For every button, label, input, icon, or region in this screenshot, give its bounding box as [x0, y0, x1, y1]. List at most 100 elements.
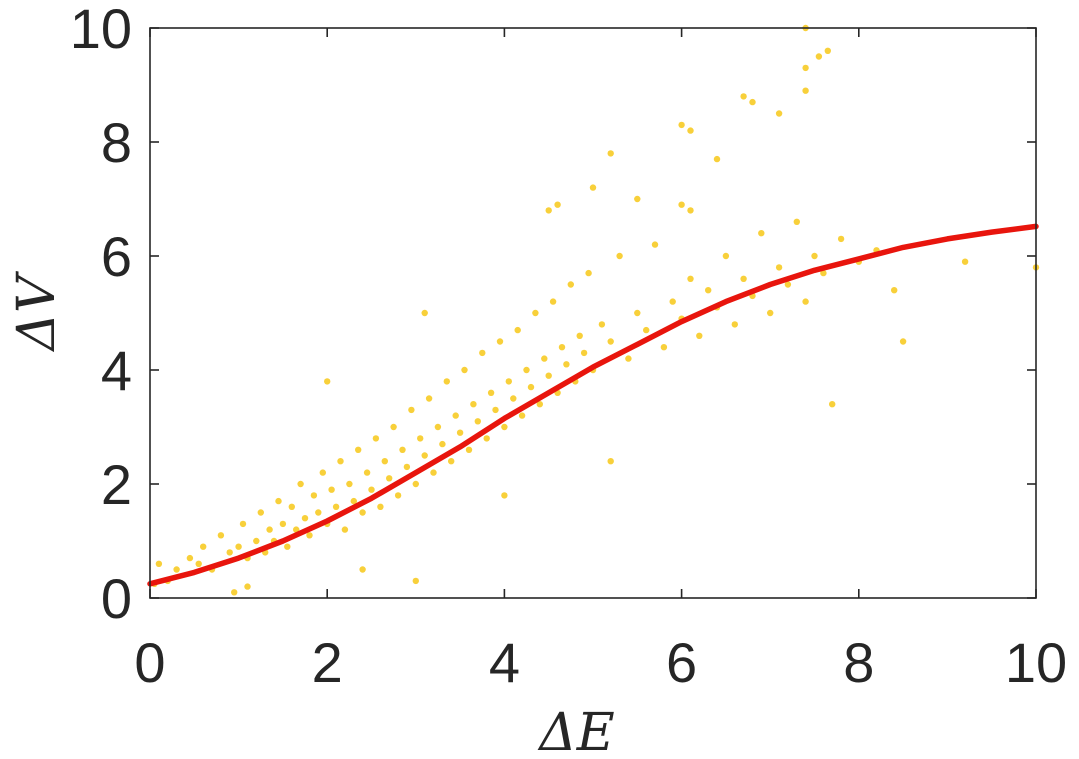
data-point [386, 475, 393, 482]
data-point [510, 395, 517, 402]
data-point [802, 87, 809, 94]
data-point [332, 503, 340, 510]
data-point [328, 486, 335, 493]
y-tick-labels: 0 2 4 6 8 10 [70, 0, 132, 630]
data-point [775, 110, 783, 117]
data-point [891, 287, 898, 294]
data-point [372, 435, 380, 442]
data-point [155, 560, 163, 567]
y-tick-label: 8 [101, 111, 132, 174]
data-point [315, 509, 322, 516]
data-point [678, 201, 685, 208]
data-point [496, 338, 504, 345]
data-point [589, 184, 597, 191]
data-point [793, 218, 800, 225]
data-point [549, 298, 557, 305]
data-point [660, 344, 668, 351]
data-point [607, 338, 614, 345]
y-tick-label: 4 [101, 339, 132, 402]
data-point [381, 458, 388, 465]
data-point [598, 321, 606, 328]
data-point [253, 537, 260, 545]
data-point [324, 378, 331, 385]
data-point [337, 458, 344, 465]
data-point [363, 469, 371, 476]
x-tick-labels: 0 2 4 6 8 10 [134, 631, 1067, 694]
data-point [439, 440, 446, 448]
data-point [275, 497, 282, 505]
data-point [368, 486, 375, 493]
data-point [501, 492, 508, 499]
x-tick-label: 10 [1005, 631, 1067, 694]
data-point [558, 344, 566, 351]
data-point [585, 269, 592, 277]
plot-frame [149, 27, 1037, 599]
data-point [802, 64, 809, 72]
data-point [288, 503, 295, 510]
data-point [837, 235, 845, 243]
data-point [784, 281, 792, 288]
data-point [722, 252, 730, 260]
data-point [580, 349, 588, 357]
data-point [257, 509, 264, 516]
data-point [487, 389, 495, 396]
data-point [820, 269, 827, 277]
data-point [758, 230, 765, 237]
x-tick-label: 2 [312, 631, 343, 694]
data-point [607, 458, 614, 465]
data-point [514, 326, 521, 334]
axis-ticks [149, 27, 1037, 599]
y-tick-label: 2 [101, 453, 132, 516]
data-point [687, 275, 694, 282]
data-point [412, 480, 419, 488]
y-axis-title: ΔV [7, 271, 67, 353]
x-tick-label: 4 [489, 631, 520, 694]
data-point [815, 53, 823, 60]
data-point [625, 355, 632, 362]
data-point [824, 47, 831, 54]
data-point [319, 469, 326, 476]
data-point [532, 309, 539, 317]
data-point [456, 429, 464, 436]
data-point [492, 406, 499, 414]
data-point [448, 458, 455, 465]
data-point [899, 338, 907, 345]
data-point [696, 332, 703, 339]
x-axis-title: ΔE [537, 703, 615, 759]
data-point [749, 98, 756, 106]
data-point [301, 515, 309, 522]
data-point [740, 275, 747, 282]
data-point [634, 309, 641, 317]
data-point [226, 549, 233, 556]
data-point [713, 155, 721, 163]
data-point [576, 332, 583, 339]
data-point [244, 583, 251, 590]
data-point [235, 543, 242, 550]
data-point [461, 366, 468, 374]
data-point [412, 577, 419, 585]
data-point [483, 435, 490, 442]
x-tick-label: 6 [666, 631, 697, 694]
data-point [961, 258, 969, 265]
data-point [740, 93, 747, 100]
x-tick-label: 0 [134, 631, 165, 694]
data-point [430, 469, 437, 476]
data-point [678, 121, 685, 129]
data-point [186, 554, 194, 562]
data-point [297, 480, 304, 488]
data-point [377, 503, 384, 510]
data-point [474, 418, 481, 425]
data-point [239, 520, 247, 528]
data-point [408, 406, 415, 414]
data-point [767, 309, 774, 317]
data-point [616, 252, 623, 260]
data-point [421, 452, 428, 459]
data-point [651, 241, 659, 248]
y-tick-label: 6 [101, 225, 132, 288]
data-point [390, 423, 397, 431]
data-point [293, 526, 300, 533]
data-point [310, 492, 318, 499]
y-tick-label: 10 [70, 0, 132, 60]
data-point [173, 566, 180, 573]
data-point [217, 532, 225, 539]
